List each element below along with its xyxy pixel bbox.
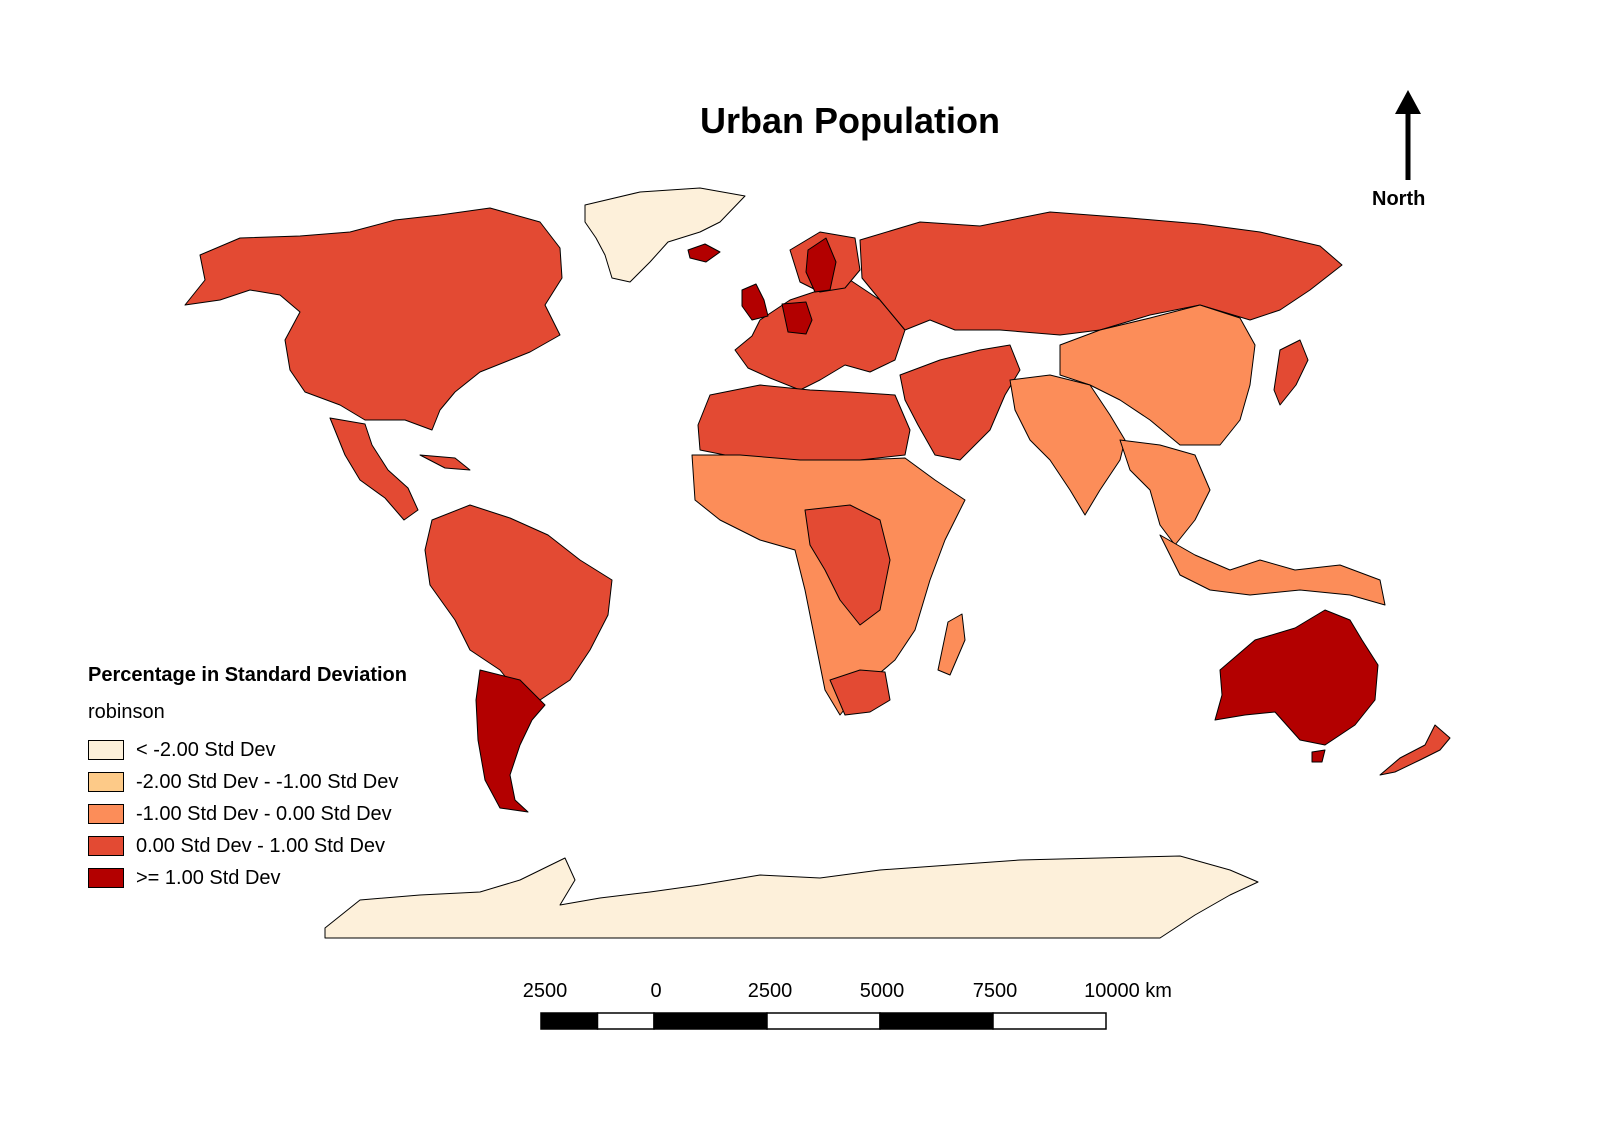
region-middle-east [899, 344, 1021, 461]
region-south-africa [829, 669, 891, 716]
region-new-zealand [1379, 724, 1451, 776]
region-indonesia [1159, 534, 1386, 606]
legend-item: 0.00 Std Dev - 1.00 Std Dev [88, 830, 407, 862]
region-sub-saharan-africa [691, 454, 966, 716]
legend-item-label: < -2.00 Std Dev [136, 738, 276, 761]
legend-swatch [88, 868, 124, 888]
legend-swatch [88, 740, 124, 760]
region-australia [1214, 609, 1379, 746]
scalebar-label: 2500 [747, 980, 793, 1002]
region-madagascar [937, 613, 966, 676]
region-southeast-asia [1119, 439, 1211, 546]
region-greenland [584, 187, 746, 283]
region-japan [1273, 339, 1309, 406]
region-united-kingdom [741, 283, 769, 321]
legend-item: >= 1.00 Std Dev [88, 862, 407, 894]
legend-item: < -2.00 Std Dev [88, 734, 407, 766]
legend-swatch [88, 804, 124, 824]
region-central-africa [804, 504, 891, 626]
region-antarctica [324, 855, 1259, 939]
scalebar-label: 7500 [972, 980, 1018, 1002]
region-sweden [805, 237, 837, 293]
region-russia [859, 211, 1343, 336]
legend-item-label: -1.00 Std Dev - 0.00 Std Dev [136, 802, 392, 825]
map-legend: Percentage in Standard Deviation robinso… [88, 664, 407, 894]
legend-swatch [88, 772, 124, 792]
legend-item-label: -2.00 Std Dev - -1.00 Std Dev [136, 770, 399, 793]
legend-swatch [88, 836, 124, 856]
north-label: North [1372, 188, 1426, 210]
legend-item-label: >= 1.00 Std Dev [136, 866, 281, 889]
scalebar [540, 1012, 1107, 1030]
region-north-africa [697, 384, 911, 463]
legend-subtitle: robinson [88, 701, 165, 723]
scalebar-label: 0 [650, 980, 662, 1002]
region-tasmania [1311, 749, 1326, 763]
map-title: Urban Population [700, 100, 1000, 141]
region-caribbean [419, 454, 471, 471]
region-central-america [329, 417, 419, 521]
legend-item-label: 0.00 Std Dev - 1.00 Std Dev [136, 834, 386, 857]
scalebar-label: 2500 [522, 980, 568, 1002]
region-iceland [687, 243, 721, 263]
legend-item: -1.00 Std Dev - 0.00 Std Dev [88, 798, 407, 830]
scalebar-label: 5000 [859, 980, 905, 1002]
region-argentina [475, 669, 546, 813]
legend-item: -2.00 Std Dev - -1.00 Std Dev [88, 766, 407, 798]
region-south-america [424, 504, 613, 701]
scalebar-label: 10000 km [1084, 980, 1172, 1002]
legend-title: Percentage in Standard Deviation [88, 664, 407, 686]
region-north-america [184, 207, 563, 431]
region-germany [781, 301, 813, 335]
region-india [1009, 374, 1126, 516]
north-arrow-icon [1395, 90, 1421, 180]
region-china [1059, 304, 1256, 446]
